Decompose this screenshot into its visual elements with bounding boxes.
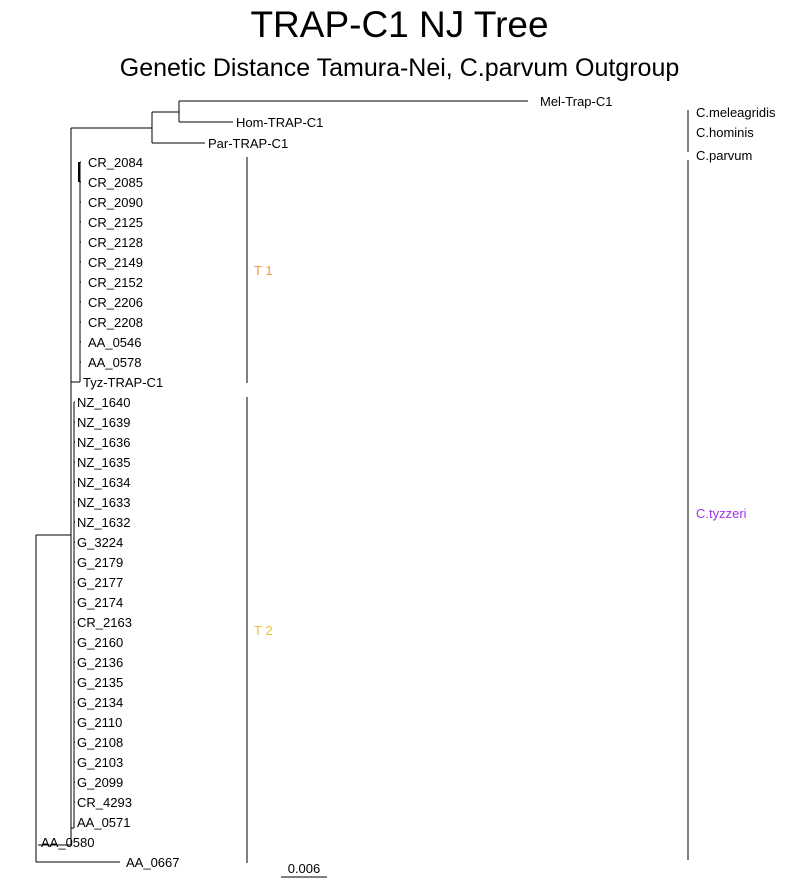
tip-labels: Mel-Trap-C1 Hom-TRAP-C1 Par-TRAP-C1 CR_2084… — [41, 94, 612, 870]
tip-label: CR_2085 — [88, 175, 143, 190]
clade-label: T 2 — [254, 623, 273, 638]
tip-label: CR_2206 — [88, 295, 143, 310]
tree-branches — [35, 100, 528, 863]
tip-label: AA_0571 — [77, 815, 131, 830]
tip-label: G_2135 — [77, 675, 123, 690]
tip-label: AA_0667 — [126, 855, 180, 870]
tip-label: G_2179 — [77, 555, 123, 570]
tip-label: G_2160 — [77, 635, 123, 650]
tip-label: NZ_1640 — [77, 395, 130, 410]
tip-label: AA_0578 — [88, 355, 142, 370]
scale-bar-label: 0.006 — [288, 861, 321, 876]
tip-label: G_2136 — [77, 655, 123, 670]
tip-label: G_2177 — [77, 575, 123, 590]
tip-label: Hom-TRAP-C1 — [236, 115, 323, 130]
tip-label: CR_2128 — [88, 235, 143, 250]
tip-label: G_2108 — [77, 735, 123, 750]
tip-label: NZ_1632 — [77, 515, 130, 530]
species-label: C.meleagridis — [696, 105, 776, 120]
tip-label: NZ_1633 — [77, 495, 130, 510]
tip-label: CR_2152 — [88, 275, 143, 290]
tip-label: G_3224 — [77, 535, 123, 550]
tip-label: CR_2149 — [88, 255, 143, 270]
tip-label: CR_2125 — [88, 215, 143, 230]
tip-label: CR_2208 — [88, 315, 143, 330]
species-label: C.hominis — [696, 125, 754, 140]
tip-label: G_2174 — [77, 595, 123, 610]
tip-label: Tyz-TRAP-C1 — [83, 375, 163, 390]
figure-title: TRAP-C1 NJ Tree — [250, 4, 549, 45]
tip-label: G_2110 — [77, 715, 122, 730]
tip-label: AA_0580 — [41, 835, 95, 850]
tip-label: CR_2084 — [88, 155, 143, 170]
species-bars: C.meleagridis C.hominis C.parvum C.tyzzeri — [687, 105, 776, 860]
tip-label: CR_4293 — [77, 795, 132, 810]
tip-label: CR_2163 — [77, 615, 132, 630]
species-label: C.tyzzeri — [696, 506, 747, 521]
scale-bar: 0.006 — [281, 861, 327, 878]
clade-bars: T 1 T 2 — [246, 157, 273, 863]
tip-label: NZ_1634 — [77, 475, 130, 490]
tip-label: G_2103 — [77, 755, 123, 770]
tip-label: Par-TRAP-C1 — [208, 136, 288, 151]
tip-label: NZ_1636 — [77, 435, 130, 450]
tip-label: AA_0546 — [88, 335, 142, 350]
figure-subtitle: Genetic Distance Tamura-Nei, C.parvum Ou… — [119, 54, 680, 82]
tip-label: CR_2090 — [88, 195, 143, 210]
tip-label: Mel-Trap-C1 — [540, 94, 612, 109]
tip-label: NZ_1635 — [77, 455, 130, 470]
clade-label: T 1 — [254, 263, 273, 278]
tip-label: G_2134 — [77, 695, 123, 710]
tip-label: NZ_1639 — [77, 415, 130, 430]
species-label: C.parvum — [696, 148, 752, 163]
tip-label: G_2099 — [77, 775, 123, 790]
